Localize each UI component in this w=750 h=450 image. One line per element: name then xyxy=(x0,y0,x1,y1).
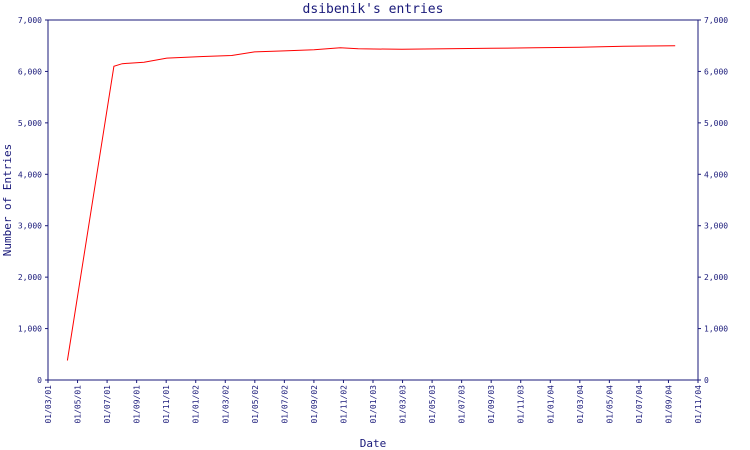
x-tick-label: 01/01/03 xyxy=(369,385,378,424)
y-tick-label-left: 7,000 xyxy=(18,16,42,25)
x-tick-label: 01/01/02 xyxy=(192,385,201,424)
x-tick-label: 01/07/01 xyxy=(103,385,112,424)
chart-title: dsibenik's entries xyxy=(303,2,444,17)
x-tick-label: 01/09/01 xyxy=(133,385,142,424)
y-tick-label-right: 1,000 xyxy=(704,325,728,334)
y-tick-label-right: 5,000 xyxy=(704,119,728,128)
x-tick-label: 01/05/02 xyxy=(251,385,260,424)
x-tick-label: 01/07/02 xyxy=(280,385,289,424)
y-tick-label-right: 0 xyxy=(704,376,709,385)
x-tick-label: 01/05/03 xyxy=(428,385,437,424)
x-tick-label: 01/07/04 xyxy=(635,385,644,424)
x-tick-label: 01/03/02 xyxy=(221,385,230,424)
y-axis-label: Number of Entries xyxy=(1,144,14,257)
x-tick-label: 01/03/01 xyxy=(44,385,53,424)
series-line-0 xyxy=(66,45,676,361)
x-tick-label: 01/03/03 xyxy=(399,385,408,424)
y-tick-label-left: 5,000 xyxy=(18,119,42,128)
series-group xyxy=(66,45,676,361)
y-tick-label-left: 4,000 xyxy=(18,170,42,179)
plot-area xyxy=(47,19,699,381)
y-tick-label-right: 7,000 xyxy=(704,16,728,25)
x-tick-label: 01/05/04 xyxy=(605,385,614,424)
x-tick-label: 01/11/03 xyxy=(517,385,526,424)
y-tick-label-left: 3,000 xyxy=(18,222,42,231)
y-tick-label-left: 1,000 xyxy=(18,325,42,334)
y-tick-label-right: 6,000 xyxy=(704,67,728,76)
y-tick-label-left: 2,000 xyxy=(18,273,42,282)
y-axis-right: 0 1,000 2,000 3,000 4,000 5,000 6,000 7,000 xyxy=(698,16,728,385)
y-tick-label-right: 3,000 xyxy=(704,222,728,231)
y-tick-label-right: 4,000 xyxy=(704,170,728,179)
x-tick-label: 01/11/02 xyxy=(339,385,348,424)
y-tick-label-left: 6,000 xyxy=(18,67,42,76)
x-tick-label: 01/09/03 xyxy=(487,385,496,424)
x-axis-label: Date xyxy=(360,437,387,450)
x-tick-label: 01/09/02 xyxy=(310,385,319,424)
x-tick-label: 01/01/04 xyxy=(546,385,555,424)
x-tick-label: 01/03/04 xyxy=(576,385,585,424)
y-tick-label-right: 2,000 xyxy=(704,273,728,282)
x-tick-label: 01/09/04 xyxy=(664,385,673,424)
y-tick-label-left: 0 xyxy=(37,376,42,385)
x-tick-label: 01/11/04 xyxy=(694,385,703,424)
x-tick-label: 01/11/01 xyxy=(162,385,171,424)
x-axis: 01/03/01 01/05/01 01/07/01 01/09/01 01/11/01… xyxy=(44,380,703,424)
x-tick-label: 01/07/03 xyxy=(458,385,467,424)
x-tick-label: 01/05/01 xyxy=(74,385,83,424)
y-axis-left: 0 1,000 2,000 3,000 4,000 5,000 6,000 7,000 xyxy=(18,16,48,385)
